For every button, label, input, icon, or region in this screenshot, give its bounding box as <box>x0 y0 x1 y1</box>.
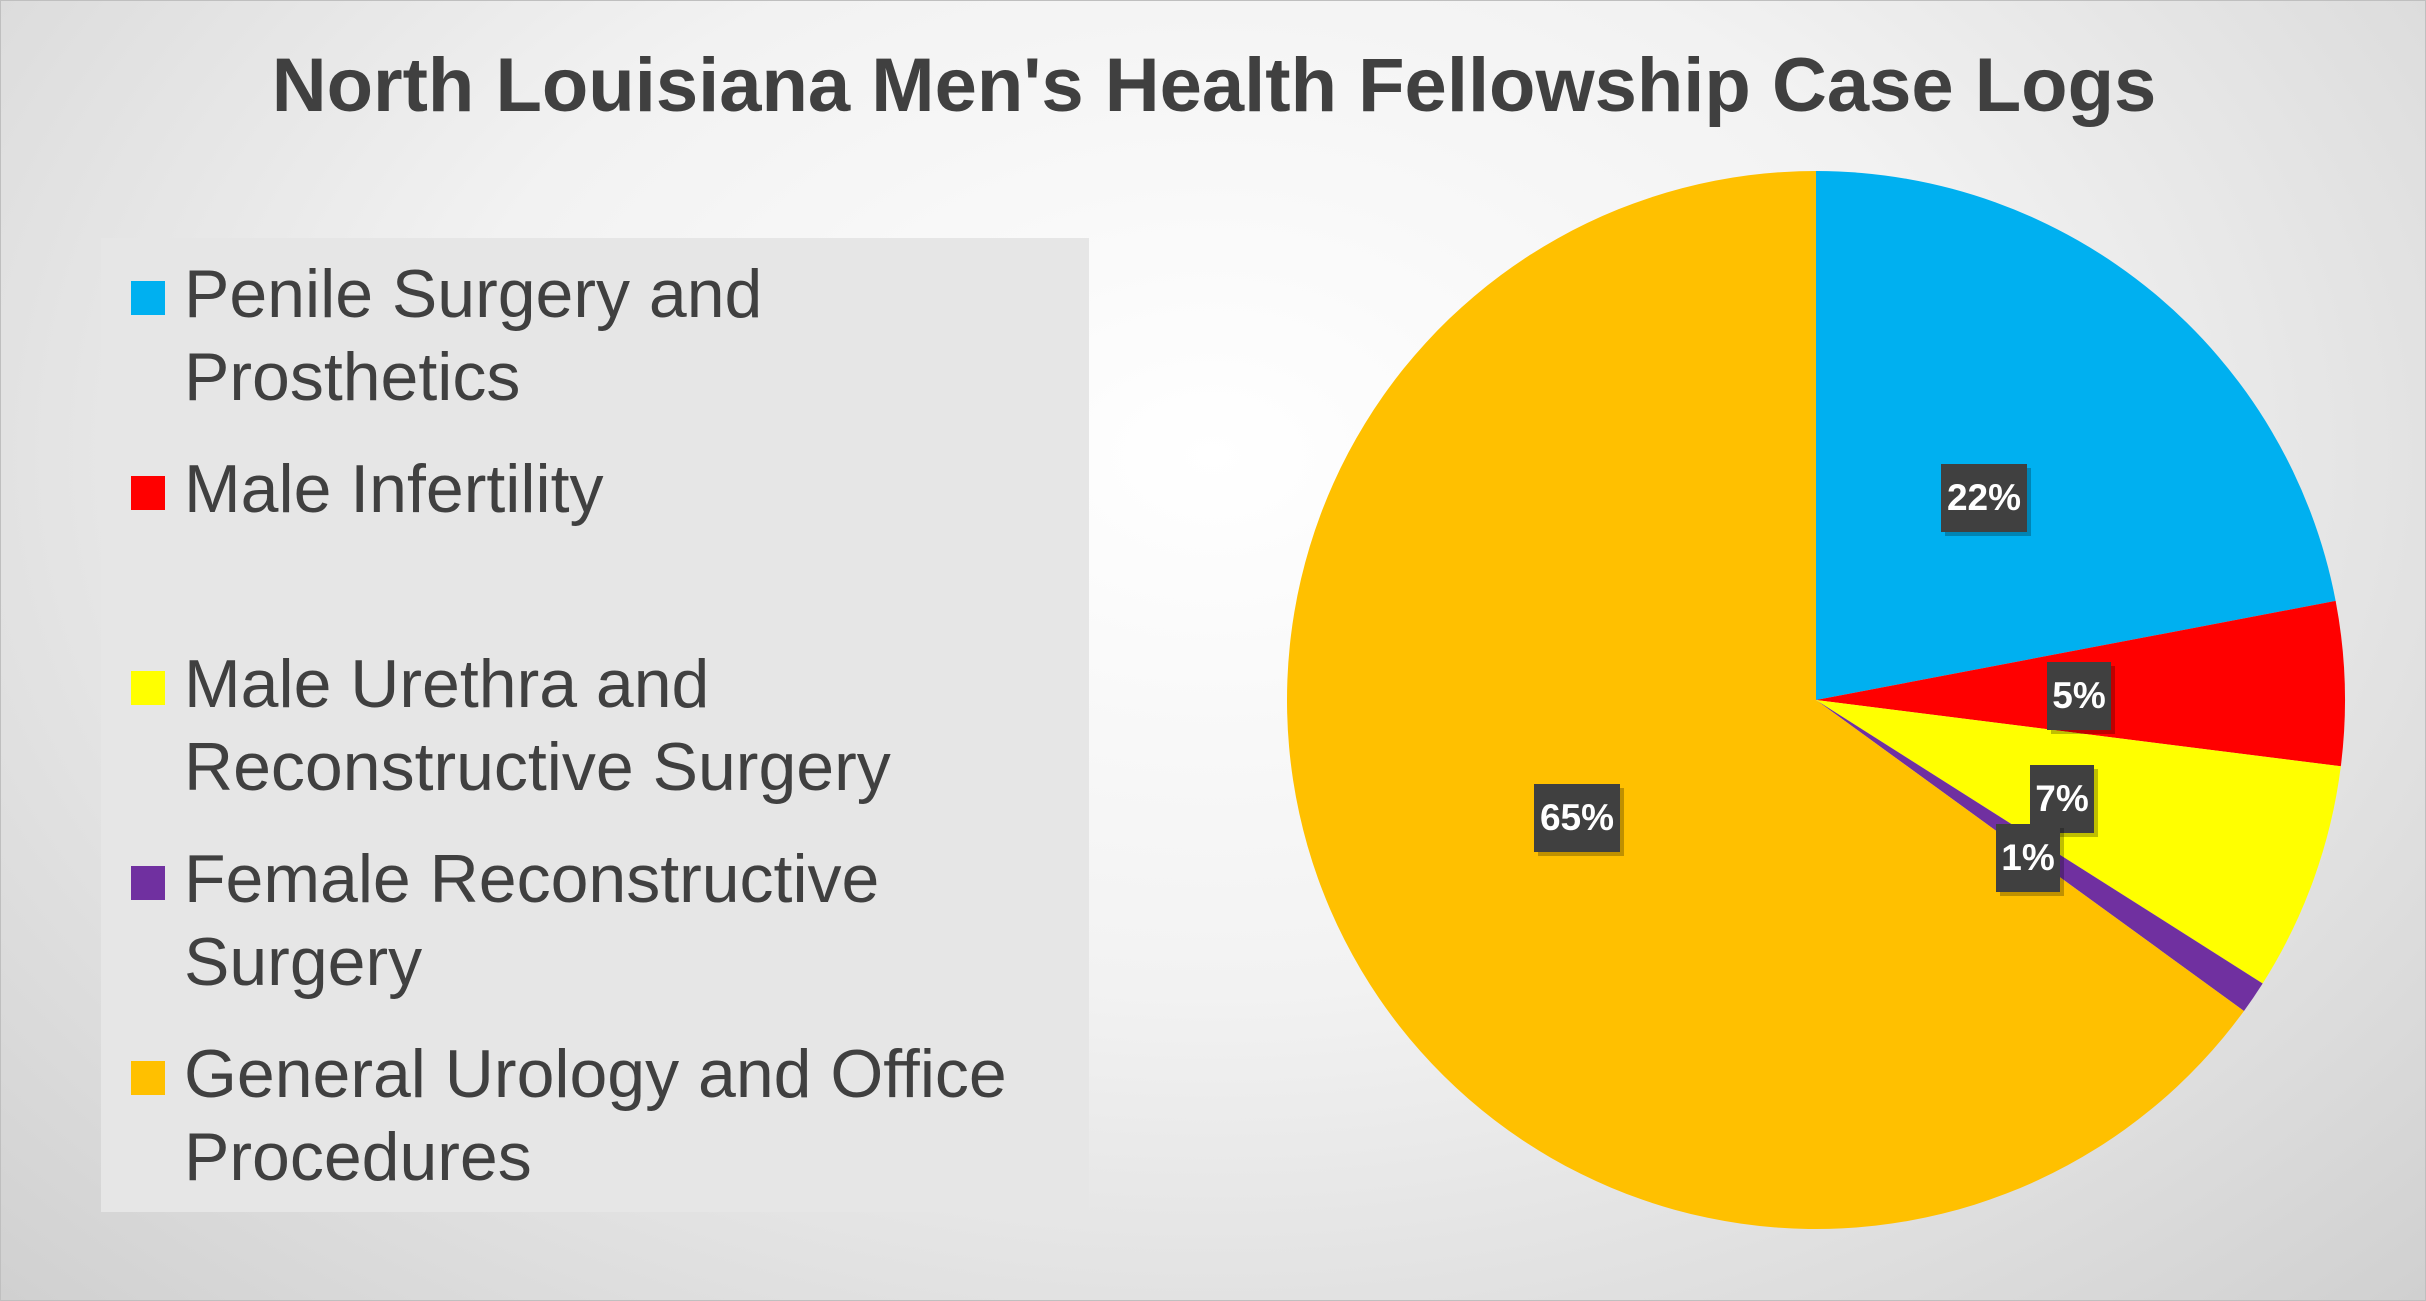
legend-swatch <box>131 866 165 900</box>
data-label: 5% <box>2052 675 2105 716</box>
data-label-box <box>2030 765 2094 833</box>
legend-label: Male Infertility <box>184 451 604 527</box>
legend-swatch <box>131 671 165 705</box>
legend-label: Penile Surgery and Prosthetics <box>184 256 763 415</box>
data-label-box <box>1996 824 2060 892</box>
data-label: 65% <box>1540 797 1614 838</box>
legend-swatch <box>131 281 165 315</box>
pie-slice <box>1286 171 2244 1229</box>
legend-label: General Urology and Office Procedures <box>184 1036 1007 1195</box>
legend-label: Female Reconstructive Surgery <box>184 841 880 1000</box>
data-label: 22% <box>1947 477 2021 518</box>
legend: Penile Surgery and Prosthetics Male Infer… <box>101 238 1089 1212</box>
pie-slice <box>1816 171 2336 700</box>
data-label-box <box>1941 464 2027 532</box>
legend-swatch <box>131 476 165 510</box>
data-label: 1% <box>2001 837 2054 878</box>
data-label: 7% <box>2035 778 2088 819</box>
pie-slice <box>1816 700 2341 984</box>
legend-swatch <box>131 1061 165 1095</box>
data-label-box <box>2047 662 2111 730</box>
legend-label: Male Urethra and Reconstructive Surgery <box>184 646 891 805</box>
chart-title: North Louisiana Men's Health Fellowship … <box>271 43 2157 128</box>
data-label-box <box>1534 784 1620 852</box>
